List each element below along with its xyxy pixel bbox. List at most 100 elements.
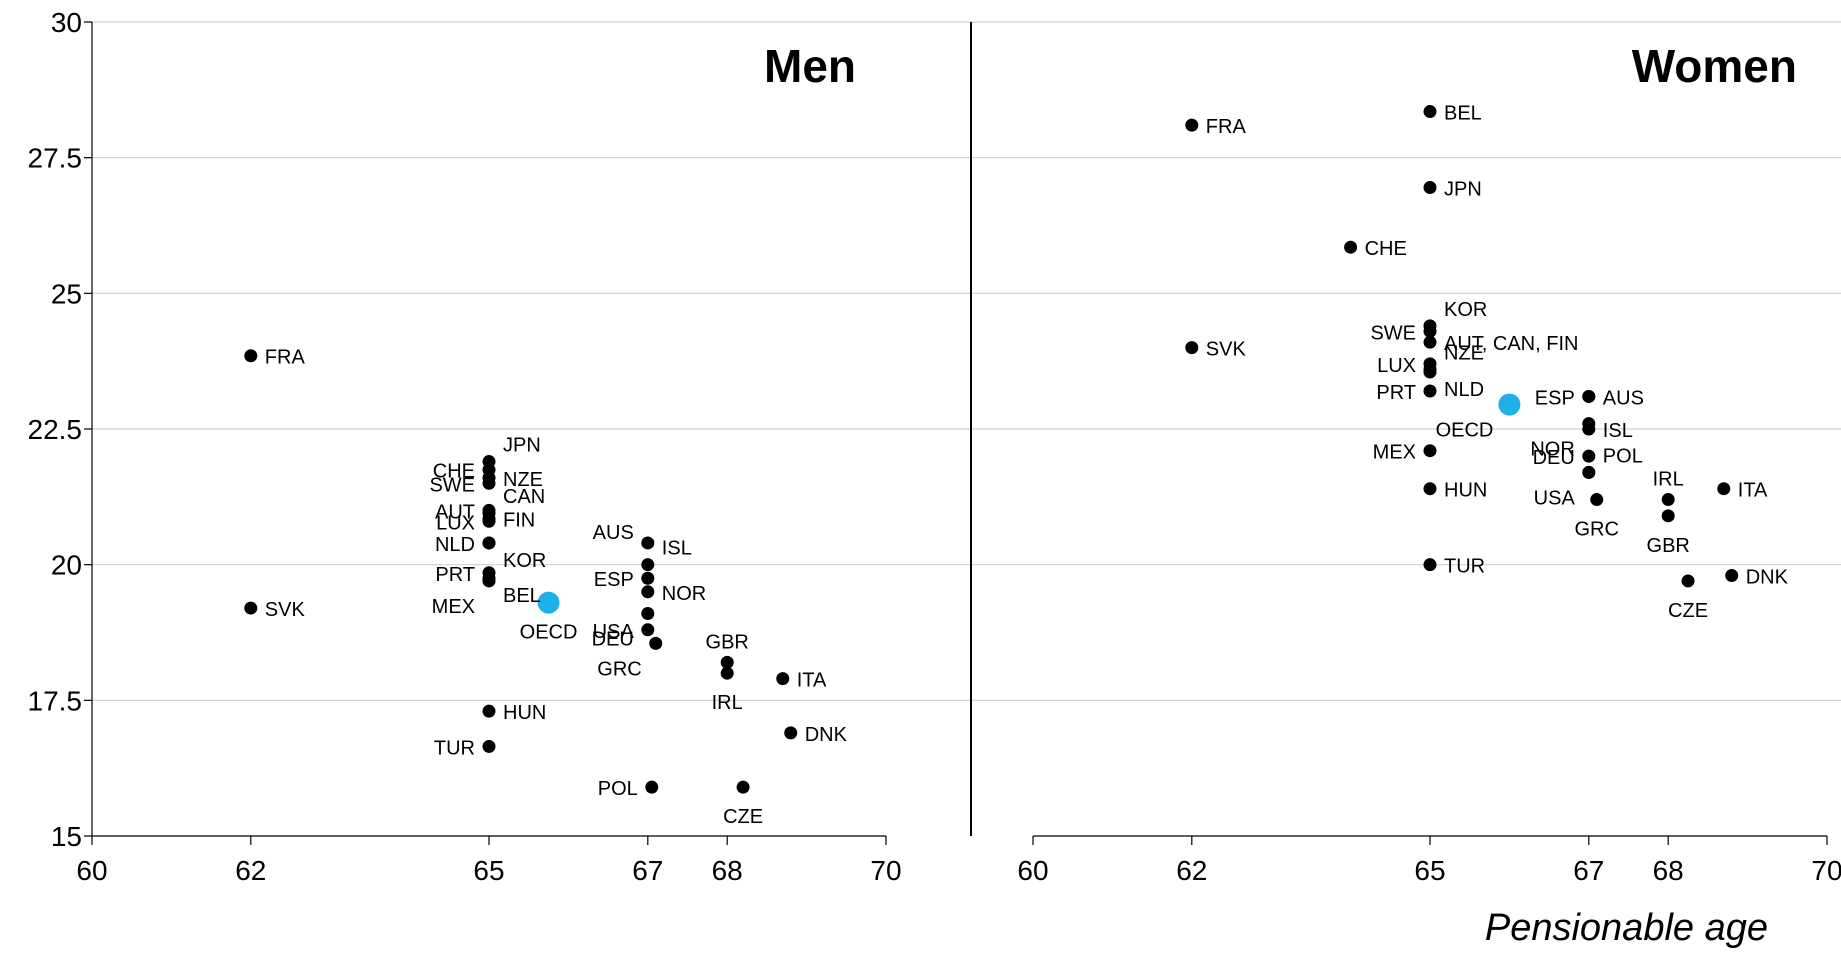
point-label: DNK: [1746, 567, 1789, 589]
data-point: [1424, 558, 1437, 571]
data-point: [1424, 105, 1437, 118]
point-label: CZE: [1668, 600, 1708, 622]
data-point: [244, 349, 257, 362]
gridlines: [92, 22, 1841, 700]
point-label: GBR: [706, 631, 749, 653]
point-label: HUN: [503, 702, 546, 724]
data-point: [641, 558, 654, 571]
point-label: BEL: [1444, 103, 1482, 125]
y-tick-label: 15: [51, 821, 82, 852]
data-point: [1185, 341, 1198, 354]
point-label: TUR: [434, 737, 475, 759]
point-label: CAN: [503, 486, 545, 508]
point-label: JPN: [1444, 179, 1482, 201]
x-tick-label: 68: [712, 855, 743, 886]
data-point: [1424, 444, 1437, 457]
point-label: IRL: [1653, 469, 1684, 491]
data-point: [483, 536, 496, 549]
point-label: ITA: [797, 670, 827, 692]
point-label: LUX: [436, 512, 475, 534]
point-label: FRA: [1206, 116, 1247, 138]
data-point: [641, 623, 654, 636]
data-point: [1590, 493, 1603, 506]
x-tick-label: 65: [473, 855, 504, 886]
point-label: IRL: [712, 692, 743, 714]
data-point: [1725, 569, 1738, 582]
data-point: [784, 726, 797, 739]
point-label: DEU: [1533, 447, 1575, 469]
data-point: [1582, 450, 1595, 463]
y-tick-label: 17.5: [28, 685, 83, 716]
data-point: [483, 705, 496, 718]
data-point: [721, 667, 734, 680]
point-label: AUS: [593, 522, 634, 544]
x-tick-label: 62: [235, 855, 266, 886]
point-label: NOR: [662, 583, 706, 605]
oecd-average-point: [538, 592, 560, 614]
point-label: TUR: [1444, 556, 1485, 578]
point-label: PRT: [435, 564, 475, 586]
x-tick-label: 68: [1653, 855, 1684, 886]
data-point: [244, 602, 257, 615]
point-label: OECD: [520, 622, 578, 644]
data-point: [1185, 119, 1198, 132]
point-label: USA: [593, 621, 635, 643]
point-label: ISL: [662, 538, 692, 560]
x-axis-label: Pensionable age: [1485, 907, 1768, 949]
point-label: NZE: [1444, 342, 1484, 364]
data-point: [483, 740, 496, 753]
x-tick-label: 70: [870, 855, 901, 886]
x-tick-label: 67: [1573, 855, 1604, 886]
x-tick-label: 62: [1176, 855, 1207, 886]
oecd-average-point: [1498, 394, 1520, 416]
data-point: [641, 536, 654, 549]
x-tick-label: 65: [1414, 855, 1445, 886]
x-tick-label: 70: [1811, 855, 1841, 886]
point-label: DNK: [805, 724, 848, 746]
point-label: POL: [1603, 445, 1643, 467]
data-point: [1582, 466, 1595, 479]
data-point: [1717, 482, 1730, 495]
data-point: [776, 672, 789, 685]
point-label: MEX: [1373, 442, 1416, 464]
point-label: ISL: [1603, 420, 1633, 442]
point-label: ESP: [594, 569, 634, 591]
data-point: [645, 781, 658, 794]
point-label: FIN: [503, 510, 535, 532]
point-label: KOR: [1444, 299, 1487, 321]
data-point: [1424, 385, 1437, 398]
x-tick-label: 67: [632, 855, 663, 886]
point-label: GRC: [597, 658, 641, 680]
point-label: ITA: [1738, 480, 1768, 502]
point-label: LUX: [1377, 355, 1416, 377]
point-label: NLD: [1444, 379, 1484, 401]
data-point: [1582, 390, 1595, 403]
point-label: CHE: [1365, 238, 1407, 260]
y-tick-label: 30: [51, 7, 82, 38]
point-label: NLD: [435, 534, 475, 556]
point-label: KOR: [503, 550, 546, 572]
point-label: MEX: [432, 596, 475, 618]
point-label: SWE: [429, 474, 475, 496]
data-point: [1662, 493, 1675, 506]
panel-title: Men: [764, 40, 856, 92]
data-point: [641, 607, 654, 620]
y-tick-label: 27.5: [28, 143, 83, 174]
y-tick-label: 20: [51, 550, 82, 581]
point-label: USA: [1534, 487, 1576, 509]
y-tick-label: 25: [51, 278, 82, 309]
point-label: SVK: [1206, 339, 1247, 361]
data-point: [483, 512, 496, 525]
point-label: POL: [598, 778, 638, 800]
data-point: [1682, 574, 1695, 587]
point-label: BEL: [503, 585, 541, 607]
point-label: ESP: [1535, 387, 1575, 409]
point-label: CZE: [723, 806, 763, 828]
x-tick-label: 60: [1017, 855, 1048, 886]
data-point: [1344, 241, 1357, 254]
point-label: PRT: [1376, 382, 1416, 404]
data-point: [641, 585, 654, 598]
